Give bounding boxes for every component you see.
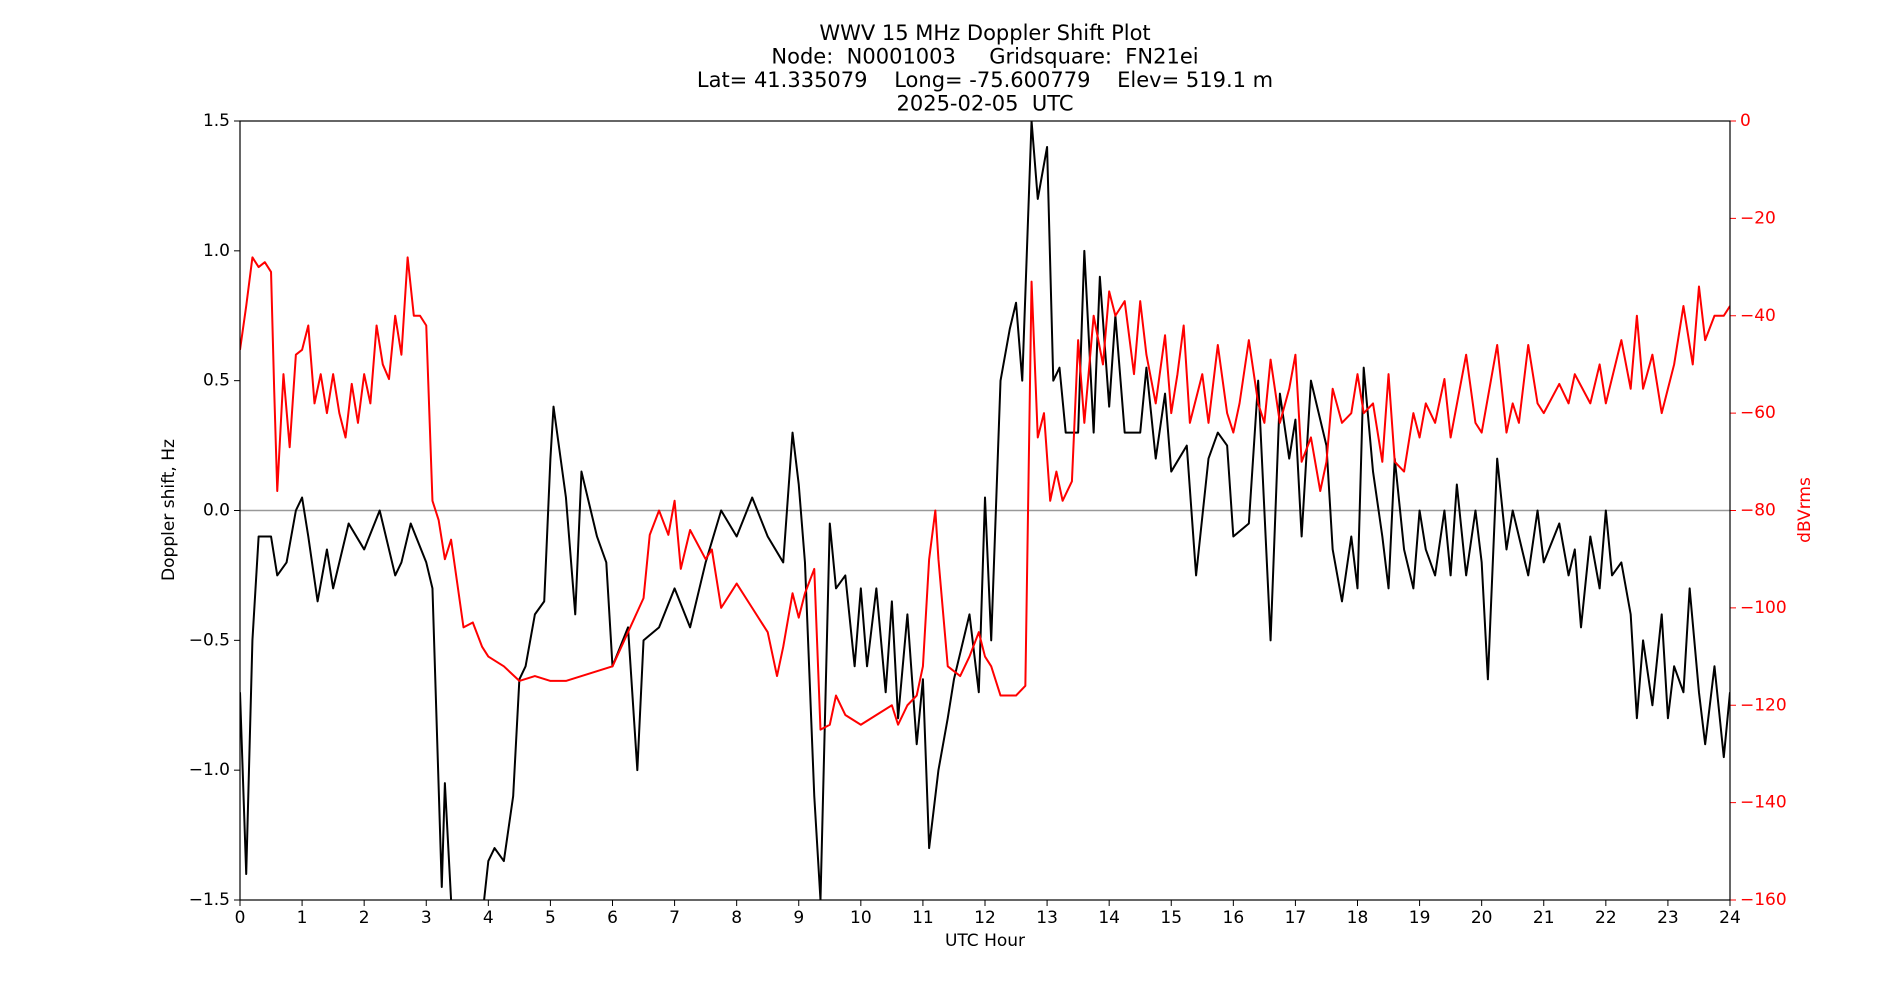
x-tick-label: 19: [1409, 908, 1431, 928]
x-tick-label: 21: [1533, 908, 1555, 928]
x-tick-label: 18: [1347, 908, 1369, 928]
y-tick-label: 0.0: [203, 501, 230, 521]
chart-title: 2025-02-05 UTC: [896, 92, 1073, 116]
y-tick-label: −1.0: [189, 760, 230, 780]
data-line: [240, 121, 1730, 900]
x-tick-label: 0: [235, 908, 246, 928]
x-tick-label: 13: [1036, 908, 1058, 928]
y2-tick-label: −160: [1740, 890, 1787, 910]
y2-tick-label: −20: [1740, 208, 1776, 228]
plot-frame: [239, 120, 1731, 901]
x-tick-label: 6: [607, 908, 618, 928]
x-tick-label: 1: [297, 908, 308, 928]
x-tick-label: 12: [974, 908, 996, 928]
y2-axis-label: dBVrms: [1795, 477, 1815, 543]
x-tick-label: 3: [421, 908, 432, 928]
y2-tick-label: 0: [1740, 111, 1751, 131]
y2-tick-label: −60: [1740, 403, 1776, 423]
y-tick-label: 1.0: [203, 241, 230, 261]
x-tick-label: 17: [1285, 908, 1307, 928]
x-tick-label: 5: [545, 908, 556, 928]
y2-tick-label: −140: [1740, 793, 1787, 813]
x-tick-label: 14: [1098, 908, 1120, 928]
x-tick-label: 24: [1719, 908, 1741, 928]
x-tick-label: 22: [1595, 908, 1617, 928]
x-tick-label: 8: [731, 908, 742, 928]
x-tick-label: 16: [1223, 908, 1245, 928]
y-tick-label: −1.5: [189, 890, 230, 910]
x-axis-label: UTC Hour: [945, 931, 1025, 951]
x-tick-label: 15: [1160, 908, 1182, 928]
y2-tick-label: −80: [1740, 501, 1776, 521]
x-tick-label: 4: [483, 908, 494, 928]
chart-title: Lat= 41.335079 Long= -75.600779 Elev= 51…: [697, 68, 1273, 92]
y2-tick-label: −100: [1740, 598, 1787, 618]
x-tick-label: 2: [359, 908, 370, 928]
y-axis-label: Doppler shift, Hz: [159, 439, 179, 581]
x-tick-label: 11: [912, 908, 934, 928]
x-tick-label: 20: [1471, 908, 1493, 928]
x-tick-label: 10: [850, 908, 872, 928]
y2-tick-label: −120: [1740, 695, 1787, 715]
y-tick-label: −0.5: [189, 630, 230, 650]
x-tick-label: 7: [669, 908, 680, 928]
chart-title: WWV 15 MHz Doppler Shift Plot: [819, 21, 1150, 45]
y-tick-label: 1.5: [203, 111, 230, 131]
plot-area: [240, 121, 1730, 900]
data-line: [240, 256, 1730, 731]
chart-title: Node: N0001003 Gridsquare: FN21ei: [771, 45, 1198, 69]
x-tick-label: 9: [793, 908, 804, 928]
y2-tick-label: −40: [1740, 306, 1776, 326]
y-tick-label: 0.5: [203, 371, 230, 391]
x-tick-label: 23: [1657, 908, 1679, 928]
